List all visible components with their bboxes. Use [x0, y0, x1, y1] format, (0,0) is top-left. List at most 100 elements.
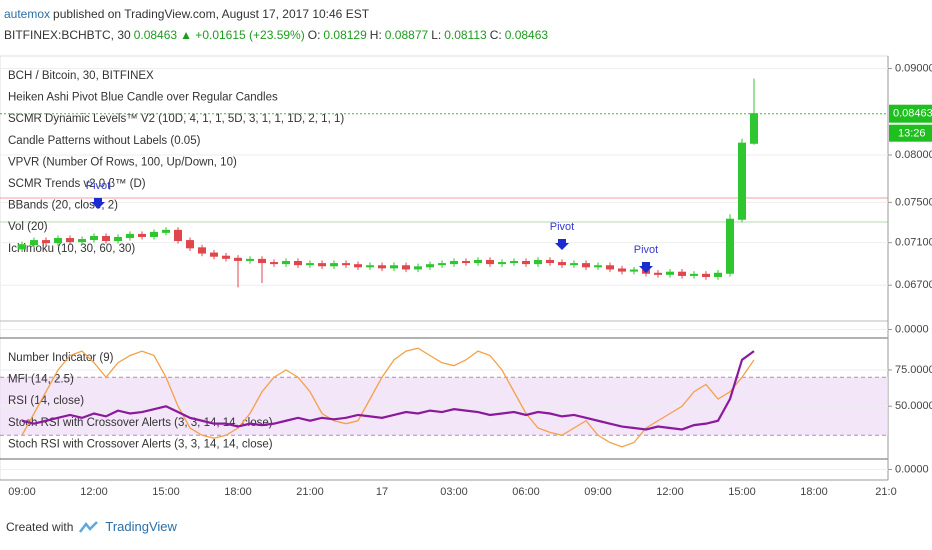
candle-body	[354, 264, 362, 268]
symbol: BITFINEX:BCHBTC, 30	[4, 28, 131, 42]
legend-entry: SCMR Dynamic Levels™ V2 (10D, 4, 1, 1, 5…	[8, 113, 344, 125]
x-tick-label: 17	[376, 486, 388, 498]
c-label: C:	[489, 28, 502, 42]
legend-entry: BBands (20, close, 2)	[8, 200, 118, 212]
candle-body	[462, 260, 470, 264]
l: 0.08113	[444, 28, 487, 42]
candle-body	[450, 260, 458, 265]
annotation: Pivot	[550, 221, 574, 233]
candle-body	[546, 259, 554, 264]
candle-body	[174, 229, 182, 242]
series-line	[21, 347, 755, 448]
annotation-arrow	[91, 198, 105, 209]
candle-body	[678, 271, 686, 276]
candle-body	[18, 244, 26, 250]
brand[interactable]: TradingView	[105, 519, 177, 534]
candle-body	[378, 265, 386, 269]
candle-body	[570, 263, 578, 266]
y-tick-label: 0.0000	[895, 323, 929, 335]
y-tick-label: 50.0000	[895, 400, 932, 412]
o-label: O:	[307, 28, 321, 42]
o: 0.08129	[323, 28, 367, 42]
candle-body	[270, 262, 278, 265]
c: 0.08463	[504, 28, 549, 42]
candle-body	[66, 238, 74, 243]
countdown: 13:26	[898, 128, 926, 140]
last: 0.08463	[133, 28, 178, 42]
annotation-arrow	[555, 239, 569, 250]
legend-entry: Vol (20)	[8, 221, 48, 233]
candle-body	[90, 235, 98, 241]
y-tick-label: 0.08000	[895, 149, 932, 161]
x-tick-label: 12:00	[656, 486, 684, 498]
series-line	[21, 350, 755, 431]
candle-body	[234, 257, 242, 261]
candle-body	[150, 231, 158, 237]
y-tick-label: 75.0000	[895, 364, 932, 376]
candle-body	[306, 263, 314, 266]
candle-body	[54, 238, 62, 244]
legend-entry: Candle Patterns without Labels (0.05)	[8, 135, 201, 147]
y-tick-label: 0.07100	[895, 237, 932, 249]
candle-body	[42, 240, 50, 244]
legend-entry: MFI (14, 2.5)	[8, 374, 74, 386]
candle-body	[666, 271, 674, 275]
candle-body	[246, 258, 254, 261]
candle-body	[738, 142, 746, 220]
chart: 0.06700 0.07100 0.07500 0.08000 0.09000 BCH /…	[0, 55, 932, 498]
x-tick-label: 15:00	[728, 486, 756, 498]
x-tick-label: 12:00	[80, 486, 108, 498]
x-tick-label: 03:00	[440, 486, 468, 498]
h-label: H:	[369, 28, 382, 42]
candle-body	[390, 265, 398, 269]
candle-body	[342, 263, 350, 266]
candle-body	[750, 113, 758, 144]
candle-body	[78, 239, 86, 243]
candle-body	[558, 262, 566, 266]
candle-body	[138, 233, 146, 237]
candle-body	[534, 259, 542, 265]
candle-body	[522, 260, 530, 265]
countdown-box	[889, 124, 932, 142]
candle-body	[114, 236, 122, 242]
candle-body	[726, 218, 734, 274]
legend-entry: Heiken Ashi Pivot Blue Candle over Regul…	[8, 92, 278, 104]
y-tick-label: 0.09000	[895, 62, 932, 74]
candle-body	[402, 265, 410, 270]
candle-body	[282, 260, 290, 265]
l-label: L:	[431, 28, 442, 42]
legend-entry: Stoch RSI with Crossover Alerts (3, 3, 1…	[8, 438, 273, 450]
legend-entry: VPVR (Number Of Rows, 100, Up/Down, 10)	[8, 156, 237, 168]
annotation: Pivot	[634, 244, 658, 256]
author[interactable]: autemox	[4, 7, 51, 21]
candle-body	[714, 272, 722, 278]
candle-body	[318, 263, 326, 267]
published: published on TradingView.com, August 17,…	[53, 7, 370, 21]
candle-body	[414, 266, 422, 270]
y-tick-label: 0.06700	[895, 279, 932, 291]
candle-body	[126, 233, 134, 238]
candle-body	[222, 255, 230, 259]
candle-body	[690, 273, 698, 276]
y-tick-label: 0.0000	[895, 463, 929, 475]
candle-body	[102, 235, 110, 242]
candle-body	[582, 263, 590, 268]
annotation-arrow	[639, 262, 653, 273]
header: autemox published on TradingView.com, Aug…	[4, 4, 551, 46]
candle-body	[366, 265, 374, 268]
candle-body	[486, 259, 494, 265]
candle-body	[294, 260, 302, 266]
candle-body	[618, 268, 626, 272]
candle-body	[510, 260, 518, 264]
candle-body	[702, 273, 710, 278]
price-label-box	[889, 104, 932, 123]
x-tick-label: 15:00	[152, 486, 180, 498]
legend-entry: BCH / Bitcoin, 30, BITFINEX	[8, 70, 154, 82]
candle-body	[474, 259, 482, 264]
legend-entry: Ichimoku (10, 30, 60, 30)	[8, 243, 135, 255]
change: ▲ +0.01615 (+23.59%)	[180, 28, 305, 42]
footer: Created with TradingView	[6, 519, 177, 534]
y-tick-label: 0.07500	[895, 196, 932, 208]
candle-body	[654, 272, 662, 275]
